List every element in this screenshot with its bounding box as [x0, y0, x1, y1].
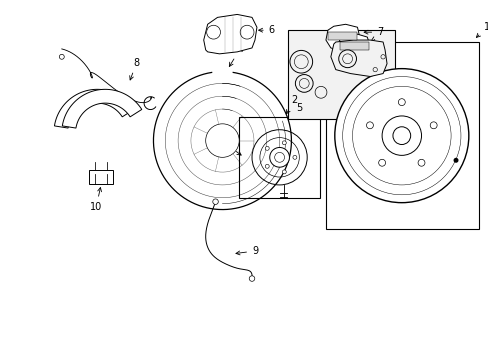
- Circle shape: [269, 148, 289, 167]
- Circle shape: [292, 156, 296, 159]
- Circle shape: [429, 122, 436, 129]
- Circle shape: [295, 75, 312, 92]
- Circle shape: [338, 50, 356, 68]
- Circle shape: [282, 141, 285, 145]
- Circle shape: [314, 86, 326, 98]
- Circle shape: [294, 55, 307, 69]
- Text: 7: 7: [364, 27, 383, 37]
- Bar: [288, 30, 394, 119]
- Bar: [89, 170, 113, 184]
- Circle shape: [206, 25, 220, 39]
- Circle shape: [392, 127, 410, 144]
- Circle shape: [264, 147, 269, 150]
- Circle shape: [251, 130, 306, 185]
- Text: 6: 6: [258, 25, 274, 35]
- Polygon shape: [62, 89, 142, 128]
- Text: 1: 1: [475, 22, 488, 37]
- Circle shape: [205, 124, 239, 157]
- Circle shape: [378, 159, 385, 166]
- Circle shape: [417, 159, 424, 166]
- Circle shape: [264, 165, 269, 168]
- Circle shape: [380, 55, 385, 59]
- Text: 8: 8: [129, 58, 140, 80]
- Circle shape: [366, 122, 373, 129]
- Text: 10: 10: [90, 188, 102, 212]
- Circle shape: [352, 86, 450, 185]
- Circle shape: [274, 152, 284, 162]
- Circle shape: [381, 116, 421, 156]
- Text: 2: 2: [286, 95, 297, 114]
- Text: 3: 3: [225, 140, 241, 155]
- Polygon shape: [330, 40, 386, 77]
- Circle shape: [334, 69, 468, 203]
- Circle shape: [342, 54, 352, 64]
- Polygon shape: [327, 32, 357, 40]
- Text: 9: 9: [236, 246, 258, 256]
- Text: 4: 4: [229, 44, 243, 67]
- Circle shape: [398, 99, 405, 105]
- Circle shape: [289, 50, 312, 73]
- Circle shape: [249, 276, 254, 281]
- Circle shape: [240, 25, 253, 39]
- Polygon shape: [203, 14, 256, 54]
- Polygon shape: [337, 34, 370, 62]
- Text: 5: 5: [296, 103, 302, 113]
- Polygon shape: [54, 89, 134, 128]
- Circle shape: [453, 158, 457, 162]
- Circle shape: [259, 138, 299, 177]
- Circle shape: [299, 78, 308, 88]
- Circle shape: [372, 67, 377, 72]
- Circle shape: [212, 199, 218, 204]
- Circle shape: [282, 170, 285, 174]
- Polygon shape: [325, 24, 360, 52]
- Bar: [325, 42, 478, 229]
- Polygon shape: [339, 42, 368, 50]
- Circle shape: [342, 77, 460, 195]
- Circle shape: [59, 54, 64, 59]
- Bar: [239, 117, 319, 198]
